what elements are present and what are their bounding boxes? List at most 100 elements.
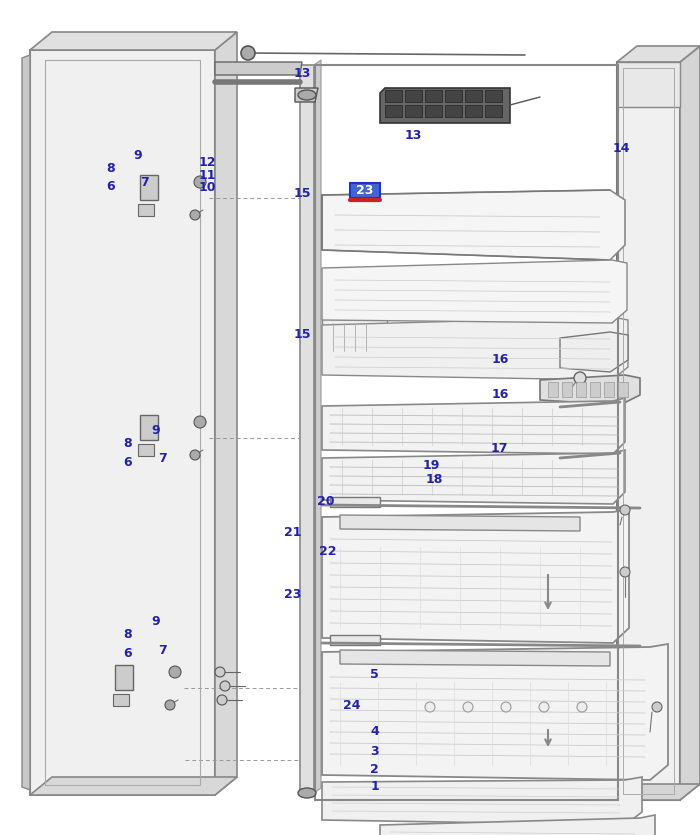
Circle shape — [620, 505, 630, 515]
Text: 6: 6 — [123, 456, 132, 469]
Text: 8: 8 — [106, 162, 115, 175]
Text: 1: 1 — [370, 780, 379, 793]
Circle shape — [194, 176, 206, 188]
Polygon shape — [330, 635, 380, 645]
Polygon shape — [380, 815, 655, 835]
Text: 8: 8 — [123, 628, 132, 641]
Text: 5: 5 — [370, 668, 379, 681]
Text: 24: 24 — [343, 699, 360, 712]
Polygon shape — [322, 260, 627, 323]
Polygon shape — [322, 777, 642, 825]
Text: 18: 18 — [426, 473, 442, 486]
Text: 4: 4 — [370, 725, 379, 738]
Polygon shape — [113, 694, 129, 706]
Text: 3: 3 — [370, 745, 379, 758]
Text: 9: 9 — [151, 423, 160, 437]
Circle shape — [574, 372, 586, 384]
Polygon shape — [30, 777, 237, 795]
Text: 10: 10 — [199, 181, 216, 195]
Circle shape — [501, 702, 511, 712]
Polygon shape — [425, 90, 442, 102]
Polygon shape — [138, 444, 154, 456]
Polygon shape — [576, 382, 586, 397]
Circle shape — [539, 702, 549, 712]
Polygon shape — [322, 509, 629, 643]
Polygon shape — [445, 90, 462, 102]
Text: 15: 15 — [294, 187, 311, 200]
Circle shape — [169, 666, 181, 678]
Polygon shape — [322, 398, 625, 454]
Polygon shape — [215, 32, 237, 795]
Polygon shape — [548, 382, 558, 397]
Polygon shape — [617, 46, 700, 62]
Polygon shape — [618, 382, 628, 397]
Polygon shape — [330, 497, 380, 507]
Ellipse shape — [298, 90, 316, 100]
Text: 7: 7 — [158, 644, 167, 657]
Text: 7: 7 — [158, 452, 167, 465]
Polygon shape — [405, 105, 422, 117]
Text: 6: 6 — [123, 647, 132, 660]
Polygon shape — [385, 90, 402, 102]
Circle shape — [194, 416, 206, 428]
Polygon shape — [445, 105, 462, 117]
Text: 6: 6 — [106, 180, 115, 193]
Polygon shape — [680, 46, 700, 800]
Polygon shape — [562, 382, 572, 397]
Polygon shape — [30, 50, 215, 795]
Text: 16: 16 — [491, 387, 508, 401]
Text: 2: 2 — [370, 763, 379, 777]
Polygon shape — [405, 90, 422, 102]
Circle shape — [425, 702, 435, 712]
Polygon shape — [314, 60, 321, 793]
Ellipse shape — [298, 788, 316, 798]
Text: 9: 9 — [151, 615, 160, 628]
Circle shape — [165, 700, 175, 710]
Polygon shape — [340, 650, 610, 666]
Polygon shape — [380, 88, 510, 123]
Circle shape — [217, 695, 227, 705]
Text: 13: 13 — [405, 129, 421, 142]
Polygon shape — [300, 65, 314, 793]
Polygon shape — [138, 204, 154, 216]
Polygon shape — [617, 62, 680, 800]
Circle shape — [620, 567, 630, 577]
Text: 17: 17 — [491, 442, 508, 455]
Text: 9: 9 — [133, 149, 141, 162]
Text: 7: 7 — [141, 176, 149, 190]
Circle shape — [463, 702, 473, 712]
Polygon shape — [322, 190, 625, 260]
Text: 20: 20 — [318, 495, 335, 509]
Circle shape — [241, 46, 255, 60]
Circle shape — [190, 450, 200, 460]
Text: 15: 15 — [294, 327, 311, 341]
Circle shape — [190, 210, 200, 220]
Polygon shape — [590, 382, 600, 397]
Polygon shape — [425, 105, 442, 117]
Polygon shape — [617, 784, 700, 800]
Polygon shape — [140, 175, 158, 200]
Polygon shape — [465, 90, 482, 102]
Polygon shape — [322, 644, 668, 780]
Polygon shape — [322, 317, 628, 380]
Polygon shape — [140, 415, 158, 440]
Polygon shape — [485, 105, 502, 117]
Polygon shape — [115, 665, 133, 690]
Text: 14: 14 — [612, 142, 630, 155]
Polygon shape — [322, 318, 387, 356]
Polygon shape — [604, 382, 614, 397]
Polygon shape — [560, 332, 628, 372]
Text: 13: 13 — [294, 67, 311, 80]
Text: 23: 23 — [356, 184, 374, 196]
Text: 23: 23 — [284, 588, 301, 601]
Text: 11: 11 — [199, 169, 216, 182]
Polygon shape — [215, 62, 302, 75]
Text: 16: 16 — [491, 352, 508, 366]
Polygon shape — [385, 105, 402, 117]
Circle shape — [577, 702, 587, 712]
Polygon shape — [295, 88, 318, 102]
Text: 21: 21 — [284, 526, 301, 539]
Polygon shape — [22, 55, 30, 790]
Bar — [350, 183, 380, 198]
Polygon shape — [465, 105, 482, 117]
